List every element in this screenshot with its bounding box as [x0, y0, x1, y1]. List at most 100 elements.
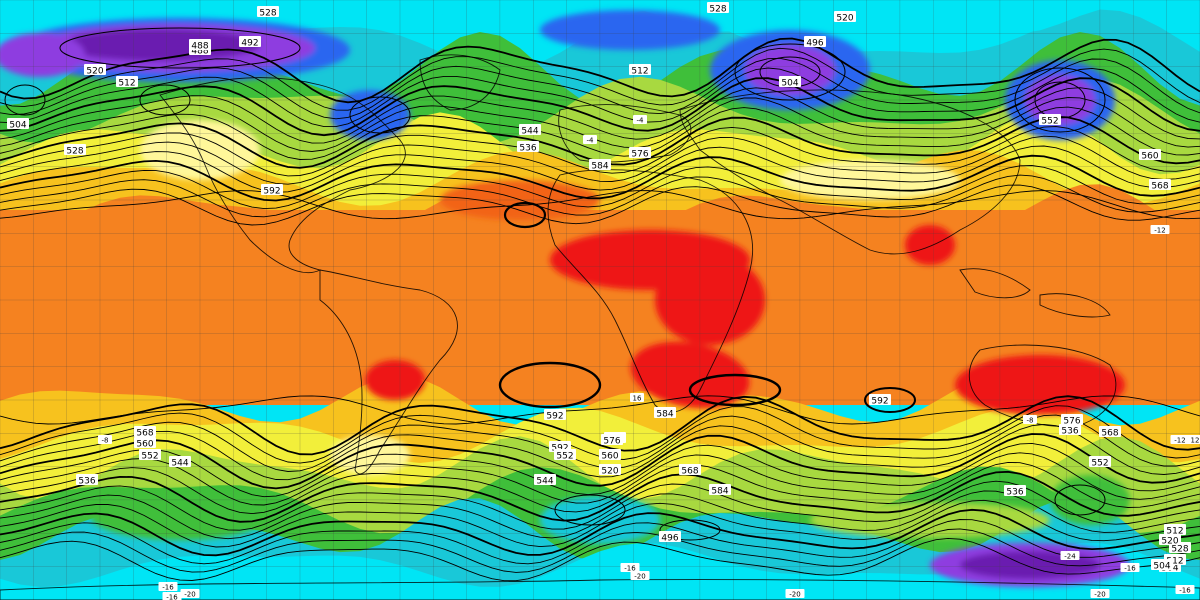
contour-north-4	[0, 77, 1200, 137]
contour-label-box	[134, 437, 156, 448]
contour-label-box	[76, 474, 98, 485]
contour-label-box	[1061, 414, 1083, 425]
contour-north-15	[0, 184, 1200, 226]
contour-label: 592	[546, 412, 563, 422]
lime-south-indian	[810, 502, 1050, 538]
temperature-label-box	[158, 582, 178, 591]
temperature-label: -16	[162, 584, 174, 592]
temperature-label-box	[1120, 563, 1140, 572]
contour-label: 560	[601, 452, 618, 462]
contour-north-11	[0, 145, 1200, 193]
temperature-label: 16	[633, 395, 642, 403]
contour-low-west	[4, 84, 46, 116]
contour-label: 584	[591, 162, 608, 172]
contour-592-africa	[688, 373, 782, 407]
contour-label: 528	[709, 5, 726, 15]
contour-592-indian	[864, 387, 916, 413]
contour-label: 496	[661, 534, 678, 544]
contour-label: 492	[241, 39, 258, 49]
contour-label: 552	[556, 452, 573, 462]
temperature-label: 12	[1191, 437, 1200, 445]
contour-label: 536	[1061, 427, 1078, 437]
contour-label: 584	[656, 410, 673, 420]
contour-south-13	[0, 519, 1200, 565]
temperature-label: -16	[166, 594, 178, 600]
contour-south-0	[0, 395, 1200, 456]
temperature-label-box	[630, 571, 650, 580]
contour-label: 488	[191, 42, 208, 52]
contour-label: 584	[711, 487, 728, 497]
cold-arctic-europe	[540, 10, 720, 50]
temperature-label: -12	[1154, 227, 1165, 235]
contour-label: 520	[601, 467, 618, 477]
coastline-9	[0, 579, 1200, 600]
cold-low-canada-core	[60, 29, 260, 61]
contour-north-2	[0, 57, 1200, 120]
contour-north-10	[0, 135, 1200, 185]
contour-label: 520	[1161, 537, 1178, 547]
contour-ridge-pacific	[139, 84, 191, 116]
temperature-label-box	[1150, 225, 1170, 234]
contour-592-sahara	[503, 201, 547, 229]
contour-south-5	[0, 442, 1200, 498]
contour-label-box	[654, 407, 676, 418]
contour-south-12	[0, 508, 1200, 557]
temperature-label: -12	[1174, 437, 1185, 445]
coastline-6	[1039, 293, 1111, 318]
cold-low-west	[0, 33, 85, 77]
coastlines	[0, 54, 1200, 600]
contour-south-3	[0, 423, 1200, 481]
temperature-label-box	[1175, 585, 1195, 594]
temperature-label-box	[1170, 435, 1190, 444]
contour-label: 536	[78, 477, 95, 487]
green-low-south-pacific	[90, 490, 270, 540]
temperature-label-box	[620, 563, 640, 572]
contour-label-box	[261, 184, 283, 195]
contour-label-box	[84, 64, 106, 75]
contour-label-box	[1149, 179, 1171, 190]
contour-south-4	[0, 433, 1200, 490]
temperature-label: -8	[1027, 417, 1034, 425]
contour-label: 552	[1091, 459, 1108, 469]
contour-label: 592	[263, 187, 280, 197]
contour-label: 512	[631, 67, 648, 77]
temperature-label: -20	[184, 591, 195, 599]
contour-label: 544	[536, 477, 553, 487]
contour-low-canada	[59, 27, 301, 69]
contour-label: 560	[136, 440, 153, 450]
temperature-label-box	[633, 115, 647, 124]
contour-label: 560	[1141, 152, 1158, 162]
contour-label: 528	[66, 147, 83, 157]
contour-south-10	[0, 490, 1200, 540]
temperature-label-box	[98, 435, 112, 444]
temperature-label-box	[1090, 589, 1110, 598]
contour-south-14	[0, 528, 1200, 573]
contour-north-13	[0, 165, 1200, 210]
contour-label-box	[1039, 114, 1061, 125]
contour-label-box	[544, 409, 566, 420]
contour-label: 536	[1006, 488, 1023, 498]
contour-label-box	[239, 36, 261, 47]
temperature-label: -20	[1094, 591, 1105, 599]
contour-label-box	[1151, 559, 1173, 570]
contour-label-box	[869, 394, 891, 405]
contour-north-9	[0, 126, 1200, 177]
contour-label: 544	[171, 459, 188, 469]
temperature-label-box	[1060, 551, 1080, 560]
contour-label-box	[709, 484, 731, 495]
contour-label: 512	[118, 79, 135, 89]
contour-label: 568	[136, 429, 153, 439]
contour-label-box	[134, 426, 156, 437]
contour-label-box	[834, 11, 856, 22]
contour-584-south	[0, 395, 1200, 425]
contour-label-box	[519, 124, 541, 135]
contour-label-box	[534, 474, 556, 485]
contour-label: 592	[871, 397, 888, 407]
contour-north-5	[0, 87, 1200, 144]
contour-label: 528	[259, 9, 276, 19]
contour-low-south-atlantic-2	[659, 519, 721, 541]
contour-south-9	[0, 480, 1200, 531]
contour-label-box	[1089, 456, 1111, 467]
temperature-label: -16	[1124, 565, 1136, 573]
